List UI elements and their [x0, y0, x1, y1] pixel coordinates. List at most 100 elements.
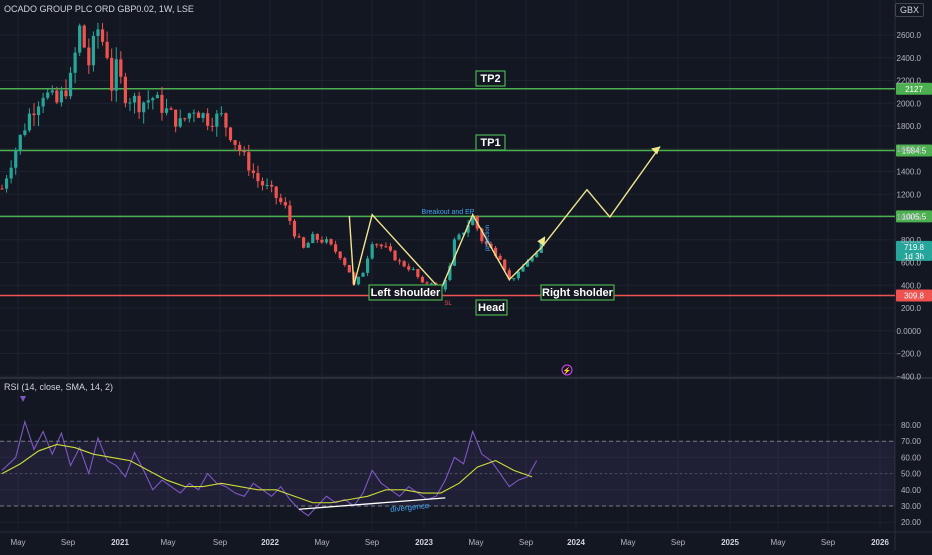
candle-body	[530, 257, 534, 262]
candle-body	[55, 90, 59, 103]
right-shoulder-label-box	[540, 284, 615, 301]
tp1-label-box	[475, 134, 506, 151]
candle-body	[480, 228, 484, 242]
last-price-tag	[896, 240, 932, 261]
candle-body	[36, 106, 41, 116]
candle-body	[329, 239, 333, 245]
x-tick-13: Sep	[671, 538, 686, 547]
price-tick-13: 0.0000	[897, 327, 922, 336]
rsi-tick-1: 70.00	[901, 437, 922, 446]
candle-body	[233, 140, 237, 145]
level-tag-3	[896, 289, 932, 302]
level-label-1: 1584.5	[902, 147, 927, 156]
candle-body	[315, 234, 319, 240]
candle-body	[215, 113, 219, 127]
candle-body	[178, 118, 182, 127]
x-tick-5: 2022	[261, 538, 279, 547]
rsi-title: RSI (14, close, SMA, 14, 2)	[4, 382, 114, 392]
candle-body	[443, 279, 447, 290]
candle-body	[484, 241, 489, 244]
candle-body	[388, 246, 393, 251]
head-label-box	[475, 299, 508, 316]
candle-body	[100, 29, 105, 42]
projection-arrowhead	[651, 146, 661, 155]
head-label: Head	[478, 302, 505, 314]
price-tick-2: 2200.0	[897, 77, 922, 86]
candle-body	[78, 25, 82, 53]
candle-body	[41, 97, 45, 107]
candle-body	[338, 251, 342, 259]
candle-body	[142, 102, 146, 113]
x-tick-3: May	[160, 538, 175, 547]
candle-body	[132, 95, 137, 103]
candle-body	[46, 92, 50, 98]
price-tick-8: 1000.0	[897, 213, 922, 222]
level-tag-2	[896, 210, 932, 223]
candle-body	[183, 118, 187, 120]
x-tick-17: 2026	[871, 538, 889, 547]
left-shoulder-label: Left shoulder	[371, 287, 441, 299]
candle-body	[87, 47, 91, 66]
candle-body	[288, 205, 292, 221]
candle-body	[270, 184, 274, 187]
candle-body	[32, 113, 36, 116]
x-tick-8: 2023	[415, 538, 433, 547]
level-label-2: 1005.5	[902, 212, 927, 221]
candle-body	[452, 239, 457, 266]
candle-body	[146, 100, 150, 103]
candle-body	[279, 197, 283, 203]
rsi-tick-6: 20.00	[901, 518, 922, 527]
level-label-3: 309.8	[904, 292, 925, 301]
right-shoulder-label: Right sholder	[542, 287, 614, 299]
candle-body	[187, 113, 191, 119]
rsi-ma-line	[1, 443, 533, 504]
x-tick-12: May	[620, 538, 635, 547]
candle-body	[356, 276, 361, 285]
candle-body	[4, 178, 9, 189]
candle-body	[0, 188, 4, 190]
breakout-label: Breakout and EP	[422, 209, 475, 216]
candle-body	[411, 269, 415, 271]
price-tick-14: −200.0	[896, 350, 921, 359]
candle-body	[516, 271, 521, 279]
event-icon-glyph: ⚡	[563, 366, 572, 375]
x-tick-9: May	[468, 538, 483, 547]
price-tick-9: 800.0	[901, 236, 922, 245]
candle-body	[343, 258, 347, 265]
candle-body	[471, 215, 475, 226]
left-shoulder-label-box	[368, 284, 443, 301]
currency-badge[interactable]: GBX	[894, 3, 924, 17]
symbol-title: OCADO GROUP PLC ORD GBP0.02, 1W, LSE	[4, 4, 194, 14]
candle-body	[160, 94, 164, 113]
candle-body	[96, 29, 100, 37]
candle-body	[247, 152, 251, 171]
candle-body	[155, 94, 159, 99]
candle-body	[59, 90, 64, 103]
pattern-arrowhead	[537, 236, 546, 247]
price-tick-1: 2400.0	[897, 54, 922, 63]
candle-body	[366, 258, 370, 273]
candle-body	[110, 57, 114, 91]
x-tick-1: Sep	[61, 538, 76, 547]
price-tick-0: 2600.0	[897, 31, 922, 40]
candle-body	[498, 255, 502, 260]
candles	[0, 22, 543, 292]
price-tick-3: 2000.0	[897, 99, 922, 108]
candle-body	[64, 90, 68, 97]
candle-body	[535, 252, 539, 258]
tp1-label: TP1	[480, 137, 500, 149]
level-tag-0	[896, 82, 932, 95]
candle-body	[260, 181, 265, 186]
candle-body	[196, 112, 201, 118]
rsi-tick-4: 40.00	[901, 486, 922, 495]
rsi-peak-marker	[20, 396, 26, 402]
level-label-0: 2127	[905, 85, 923, 94]
candle-body	[512, 278, 516, 280]
candle-body	[493, 247, 498, 256]
candle-body	[9, 167, 13, 179]
candle-body	[525, 261, 530, 267]
candle-body	[137, 95, 141, 113]
candle-body	[397, 260, 402, 262]
x-tick-16: Sep	[821, 538, 836, 547]
